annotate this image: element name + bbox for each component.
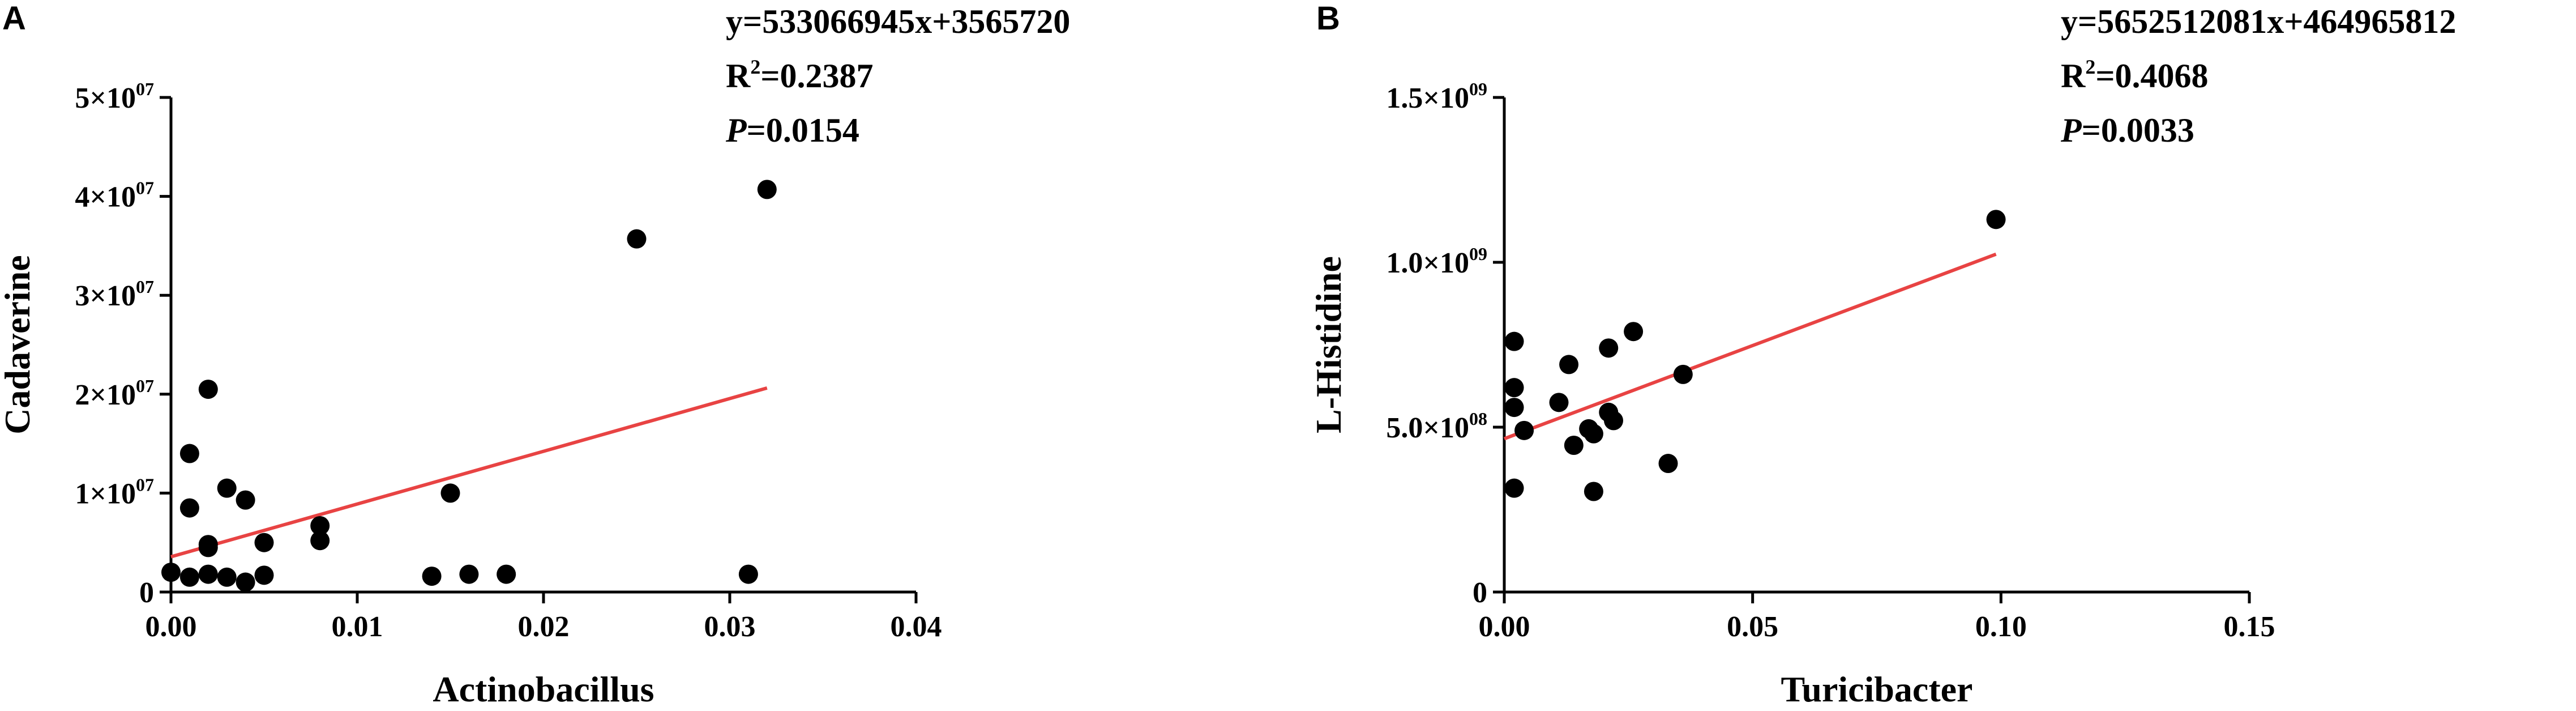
data-point: [1624, 322, 1644, 342]
x-tick-label: 0.15: [2224, 611, 2275, 643]
x-tick-label: 0.05: [1727, 611, 1778, 643]
y-tick-label: 3×1007: [75, 276, 154, 312]
y-tick-label: 1.5×1009: [1386, 79, 1487, 114]
x-tick-label: 0.00: [1479, 611, 1530, 643]
data-point: [179, 498, 199, 518]
y-tick-label: 0: [1473, 577, 1487, 609]
y-tick-label: 1×1007: [75, 474, 154, 510]
y-tick-label: 5×1007: [75, 79, 154, 114]
data-point: [310, 516, 330, 536]
data-point: [198, 564, 218, 584]
data-point: [1986, 210, 2006, 229]
panel-b: B 0.00 0.05 0.10 0.15 0 5.0×1008 1.0×1009 1.5×10…: [1308, 0, 2456, 709]
data-point: [627, 229, 647, 249]
x-tick-label: 0.04: [891, 611, 942, 643]
regression-line: [170, 386, 768, 559]
data-point: [497, 564, 516, 584]
r-squared-label: R2=0.2387: [726, 56, 874, 95]
y-tick-label: 1.0×1009: [1386, 244, 1487, 279]
data-point: [1658, 454, 1678, 474]
p-value-label: P=0.0033: [2060, 112, 2194, 149]
data-point: [422, 567, 442, 586]
data-point: [1514, 420, 1534, 440]
regression-equation: y=533066945x+3565720: [726, 3, 1070, 40]
data-point: [1504, 378, 1524, 398]
data-point: [254, 565, 274, 585]
data-point: [236, 572, 255, 592]
x-axis-title: Actinobacillus: [433, 669, 654, 708]
data-point: [1584, 482, 1603, 501]
data-point: [1604, 411, 1624, 431]
data-point: [1504, 478, 1524, 498]
x-tick-label: 0.02: [518, 611, 570, 643]
data-point: [179, 444, 199, 463]
y-tick-label: 2×1007: [75, 376, 154, 411]
panel-letter: A: [2, 0, 26, 37]
x-tick-label: 0.01: [332, 611, 383, 643]
data-point: [1549, 393, 1569, 412]
x-tick-label: 0.03: [704, 611, 756, 643]
r-squared-label: R2=0.4068: [2061, 56, 2209, 95]
data-point: [1564, 436, 1584, 455]
data-point: [738, 564, 758, 584]
y-axis-title: Cadaverine: [0, 255, 37, 434]
y-tick-label: 0: [139, 577, 154, 609]
data-point: [1599, 338, 1619, 358]
data-point: [310, 531, 330, 551]
y-tick-label: 5.0×1008: [1386, 408, 1487, 444]
data-point: [1504, 331, 1524, 351]
p-value-label: P=0.0154: [725, 112, 859, 149]
regression-line: [1503, 252, 1997, 441]
panel-letter: B: [1316, 0, 1340, 37]
data-point: [757, 180, 777, 199]
x-axis-title: Turicibacter: [1781, 669, 1973, 708]
data-point: [440, 483, 460, 503]
data-point: [236, 490, 255, 510]
y-tick-label: 4×1007: [75, 178, 154, 214]
data-point: [198, 380, 218, 399]
x-tick-label: 0.10: [1975, 611, 2027, 643]
data-point: [217, 567, 237, 587]
x-tick-label: 0.00: [146, 611, 197, 643]
data-point: [1504, 398, 1524, 418]
data-point: [254, 533, 274, 552]
data-point: [179, 567, 199, 587]
panel-a: A 0.00 0.01 0.02 0.03 0.04 0 1×1007 2×1007 3×1007…: [0, 0, 1070, 709]
y-axis-title: L-Histidine: [1308, 256, 1349, 433]
regression-equation: y=5652512081x+464965812: [2061, 3, 2456, 40]
data-point: [217, 478, 237, 498]
data-point: [1673, 364, 1693, 384]
data-point: [459, 564, 479, 584]
data-point: [161, 563, 181, 582]
data-point: [198, 538, 218, 557]
data-point: [1559, 355, 1579, 374]
data-point: [1584, 424, 1603, 444]
